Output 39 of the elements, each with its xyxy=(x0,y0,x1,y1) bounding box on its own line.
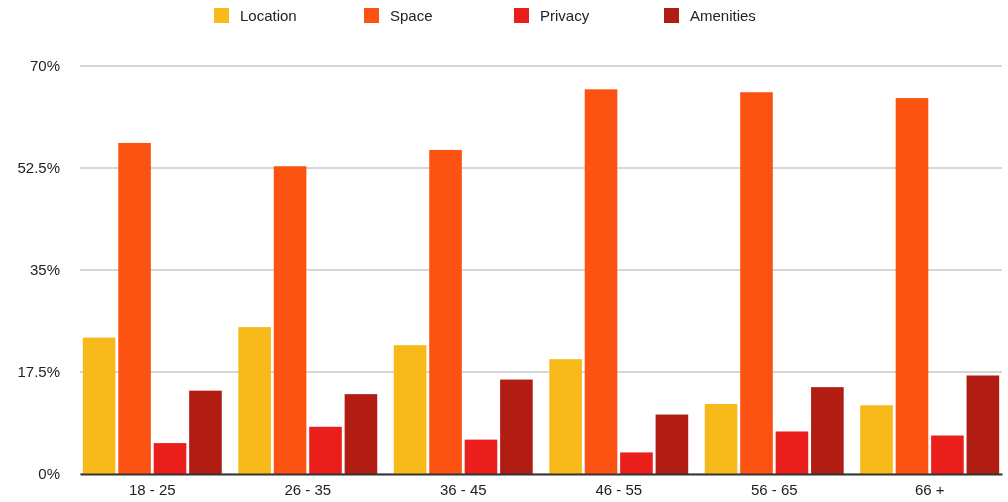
x-tick-label: 46 - 55 xyxy=(595,480,643,498)
x-tick-label: 36 - 45 xyxy=(439,480,487,498)
bar xyxy=(82,337,116,474)
bar xyxy=(464,439,498,474)
bar xyxy=(966,375,1000,474)
x-tick-label: 18 - 25 xyxy=(128,480,176,498)
bar xyxy=(740,92,773,474)
bar xyxy=(931,435,964,474)
bar xyxy=(344,394,378,474)
bar xyxy=(860,405,893,474)
bar xyxy=(775,431,809,474)
legend-label: Location xyxy=(240,7,297,24)
bar xyxy=(189,390,222,474)
bar xyxy=(153,443,187,474)
legend-label: Space xyxy=(390,7,433,24)
bar xyxy=(393,345,427,474)
x-tick-label: 26 - 35 xyxy=(284,480,332,498)
legend-label: Amenities xyxy=(690,7,756,24)
x-tick-label: 56 - 65 xyxy=(750,480,798,498)
bar xyxy=(549,359,582,474)
y-tick-label: 35% xyxy=(29,261,60,279)
bar xyxy=(895,98,929,474)
y-tick-label: 0% xyxy=(38,465,60,483)
legend-label: Privacy xyxy=(540,7,590,24)
y-tick-label: 17.5% xyxy=(17,363,60,381)
bar xyxy=(811,387,844,474)
y-tick-label: 70% xyxy=(29,57,60,75)
x-tick-label: 66 + xyxy=(914,480,945,498)
y-tick-label: 52.5% xyxy=(17,159,60,177)
bar xyxy=(429,149,462,474)
bar xyxy=(500,379,533,474)
bar xyxy=(584,89,618,474)
bar xyxy=(118,142,151,474)
bar xyxy=(238,327,271,474)
bar xyxy=(273,166,307,474)
bar xyxy=(309,426,342,474)
bar xyxy=(655,414,689,474)
bar xyxy=(620,452,653,474)
bar xyxy=(704,404,738,474)
